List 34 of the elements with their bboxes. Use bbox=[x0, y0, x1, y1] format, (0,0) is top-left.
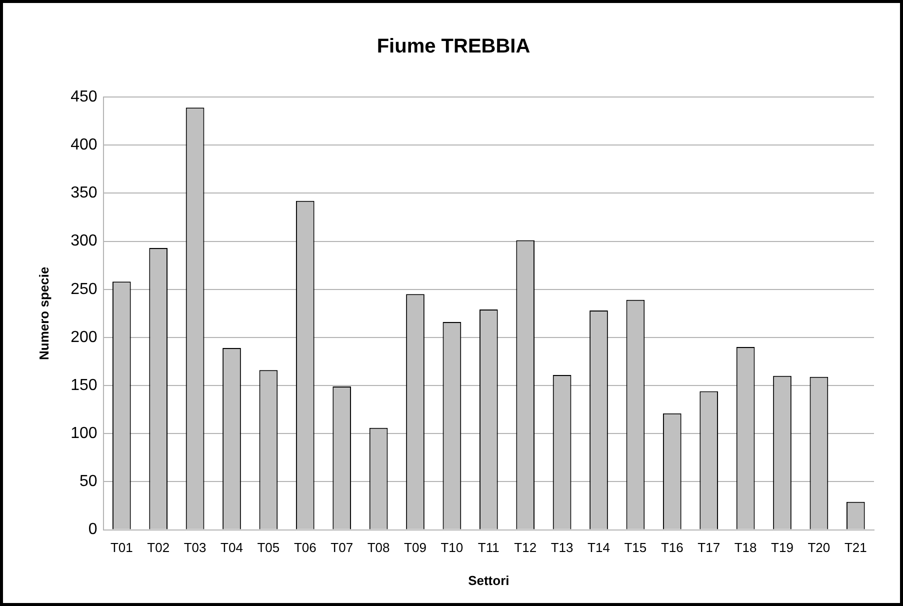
x-tick-label: T07 bbox=[330, 540, 354, 556]
y-axis-title: Numero specie bbox=[36, 266, 52, 360]
y-tick-label: 250 bbox=[70, 280, 98, 298]
x-tick-label: T18 bbox=[734, 540, 757, 556]
x-axis-title: Settori bbox=[468, 572, 510, 588]
x-tick-label: T14 bbox=[588, 540, 610, 556]
x-tick-label: T09 bbox=[404, 540, 426, 556]
x-tick-label: T01 bbox=[110, 540, 133, 556]
x-tick-label: T16 bbox=[660, 540, 684, 556]
y-tick-label: 450 bbox=[70, 88, 98, 106]
x-tick-label: T06 bbox=[294, 540, 316, 556]
x-tick-label: T21 bbox=[844, 540, 867, 556]
x-tick-label: T12 bbox=[514, 540, 537, 556]
x-tick-label: T03 bbox=[184, 540, 206, 556]
x-tick-label: T17 bbox=[698, 540, 720, 556]
x-tick-label: T02 bbox=[147, 540, 170, 556]
y-tick-label: 400 bbox=[70, 136, 98, 154]
x-tick-label: T19 bbox=[771, 540, 794, 556]
x-tick-label: T20 bbox=[808, 540, 830, 556]
x-tick-label: T11 bbox=[478, 540, 500, 556]
y-tick-label: 50 bbox=[80, 473, 98, 490]
y-tick-label: 100 bbox=[70, 425, 98, 442]
x-tick-label: T13 bbox=[550, 540, 574, 556]
x-tick-label: T10 bbox=[440, 540, 464, 556]
y-tick-label: 150 bbox=[70, 376, 98, 394]
x-tick-label: T08 bbox=[367, 540, 390, 556]
chart-title: Fiume TREBBIA bbox=[376, 36, 530, 58]
y-tick-label: 0 bbox=[88, 521, 98, 538]
x-tick-label: T04 bbox=[220, 540, 243, 556]
x-tick-label: T05 bbox=[257, 540, 280, 556]
y-tick-label: 200 bbox=[70, 328, 98, 346]
x-tick-label: T15 bbox=[624, 540, 647, 556]
y-tick-label: 300 bbox=[70, 232, 98, 250]
y-tick-label: 350 bbox=[70, 184, 98, 202]
